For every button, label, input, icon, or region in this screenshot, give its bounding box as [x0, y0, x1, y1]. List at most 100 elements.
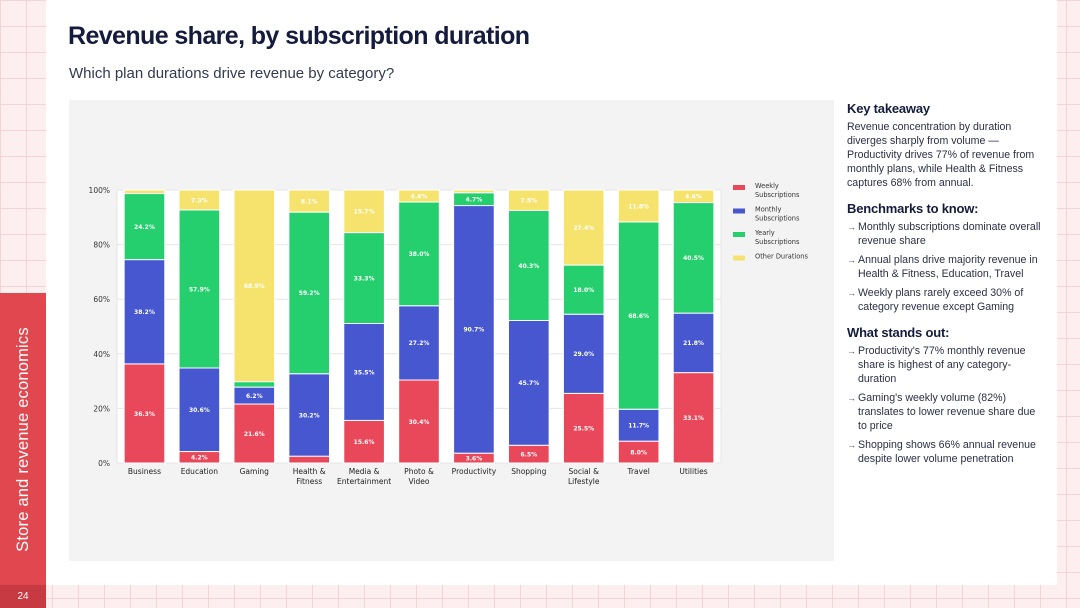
- bar-segment: [453, 205, 495, 454]
- data-label: 24.2%: [134, 224, 155, 231]
- bar-segment: [562, 189, 605, 266]
- x-tick-label: Business: [128, 467, 161, 476]
- bar-segment: [508, 189, 550, 211]
- bar-segment: [288, 373, 330, 457]
- x-tick-label: Education: [181, 467, 219, 476]
- bar-segment: [398, 189, 440, 203]
- x-tick-label: Social &: [568, 467, 599, 476]
- data-label: 30.6%: [189, 407, 210, 414]
- bar-segment: [562, 313, 605, 394]
- x-tick-label: Gaming: [240, 467, 270, 476]
- data-label: 6.5%: [520, 451, 537, 458]
- x-tick-label: Productivity: [452, 467, 497, 476]
- data-label: 7.3%: [191, 197, 208, 204]
- bar-segment: [123, 193, 166, 261]
- chart-panel: 0% 20% 40% 60% 80% 100% 36.3% 38.2% 24.2% Busines…: [69, 100, 834, 561]
- data-label: 4.7%: [466, 196, 483, 203]
- data-label: 4.2%: [191, 455, 208, 462]
- bar-segment: [233, 189, 276, 383]
- data-label: 27.4%: [573, 225, 594, 232]
- data-label: 68.9%: [244, 283, 265, 290]
- data-label: 4.6%: [685, 194, 702, 201]
- data-label: 30.2%: [299, 412, 320, 419]
- key-takeaway-heading: Key takeaway: [847, 101, 930, 116]
- benchmarks-section: Benchmarks to know: Monthly subscription…: [847, 201, 1047, 314]
- legend-label: Subscriptions: [755, 215, 800, 223]
- legend-swatch: [733, 208, 745, 214]
- benchmark-item: Annual plans drive majority revenue in H…: [847, 253, 1047, 281]
- stands-out-item: Gaming's weekly volume (82%) translates …: [847, 391, 1047, 433]
- bar-segment: [123, 363, 166, 464]
- legend-swatch: [733, 255, 745, 261]
- data-label: 30.4%: [409, 419, 430, 426]
- benchmark-item: Monthly subscriptions dominate overall r…: [847, 220, 1047, 248]
- benchmarks-heading: Benchmarks to know:: [847, 201, 979, 216]
- stands-out-heading: What stands out:: [847, 325, 950, 340]
- bar-segment: [178, 209, 221, 369]
- data-label: 11.8%: [628, 203, 649, 210]
- stands-out-section: What stands out: Productivity's 77% mont…: [847, 325, 1047, 466]
- legend-label: Yearly: [754, 229, 775, 237]
- data-label: 33.1%: [683, 415, 704, 422]
- data-label: 15.6%: [354, 439, 375, 446]
- data-label: 90.7%: [463, 327, 484, 334]
- legend-swatch: [733, 185, 745, 190]
- data-label: 8.0%: [630, 449, 647, 456]
- bar-segment: [617, 408, 660, 442]
- bar-segment: [343, 189, 385, 234]
- stands-out-item: Shopping shows 66% annual revenue despit…: [847, 438, 1047, 466]
- data-label: 21.6%: [244, 431, 265, 438]
- section-label: Store and revenue economics: [0, 293, 46, 585]
- data-label: 57.9%: [189, 286, 210, 293]
- bar-segment: [343, 232, 385, 324]
- legend-label: Monthly: [755, 206, 781, 214]
- data-label: 15.7%: [354, 209, 375, 216]
- data-label: 29.0%: [573, 351, 594, 358]
- bar-segment: [233, 403, 276, 464]
- insights-panel: Key takeaway Revenue concentration by du…: [847, 101, 1047, 477]
- x-tick-label: Lifestyle: [568, 477, 600, 486]
- data-label: 11.7%: [628, 422, 649, 429]
- data-label: 45.7%: [518, 380, 539, 387]
- data-label: 40.5%: [683, 255, 704, 262]
- bar-segment: [178, 189, 221, 211]
- y-tick-label: 0%: [98, 459, 110, 468]
- legend-label: Subscriptions: [755, 238, 800, 246]
- data-label: 59.2%: [299, 290, 320, 297]
- x-tick-label: Entertainment: [337, 477, 391, 486]
- legend-label: Weekly: [755, 182, 779, 190]
- data-label: 36.3%: [134, 411, 155, 418]
- bar-segment: [672, 202, 715, 314]
- y-tick-label: 100%: [89, 186, 110, 195]
- x-tick-label: Travel: [626, 467, 649, 476]
- page-title: Revenue share, by subscription duration: [68, 22, 530, 50]
- bar-segment: [123, 189, 166, 195]
- data-label: 35.5%: [354, 369, 375, 376]
- section-label-text: Store and revenue economics: [13, 326, 32, 552]
- x-tick-label: Utilities: [679, 467, 707, 476]
- bar-segment: [178, 367, 221, 453]
- bar-segment: [672, 372, 715, 464]
- data-label: 6.2%: [246, 393, 263, 400]
- legend-label: Subscriptions: [755, 191, 800, 199]
- bar-segment: [672, 189, 715, 204]
- x-tick-label: Media &: [349, 467, 380, 476]
- data-label: 7.5%: [520, 198, 537, 205]
- bar-segment: [288, 189, 330, 213]
- bar-segment: [562, 392, 605, 464]
- bar-segment: [343, 419, 385, 464]
- data-label: 40.3%: [518, 263, 539, 270]
- data-label: 68.6%: [628, 313, 649, 320]
- bar-segment: [288, 455, 330, 464]
- benchmark-item: Weekly plans rarely exceed 30% of catego…: [847, 286, 1047, 314]
- bar-segment: [288, 211, 330, 375]
- legend-swatch: [733, 232, 745, 237]
- key-takeaway-section: Key takeaway Revenue concentration by du…: [847, 101, 1047, 190]
- y-tick-label: 20%: [93, 404, 110, 413]
- data-label: 38.2%: [134, 309, 155, 316]
- data-label: 18.0%: [573, 287, 594, 294]
- bar-segment: [398, 201, 440, 307]
- data-label: 4.4%: [411, 193, 428, 200]
- data-label: 3.6%: [466, 455, 483, 462]
- stands-out-item: Productivity's 77% monthly revenue share…: [847, 344, 1047, 386]
